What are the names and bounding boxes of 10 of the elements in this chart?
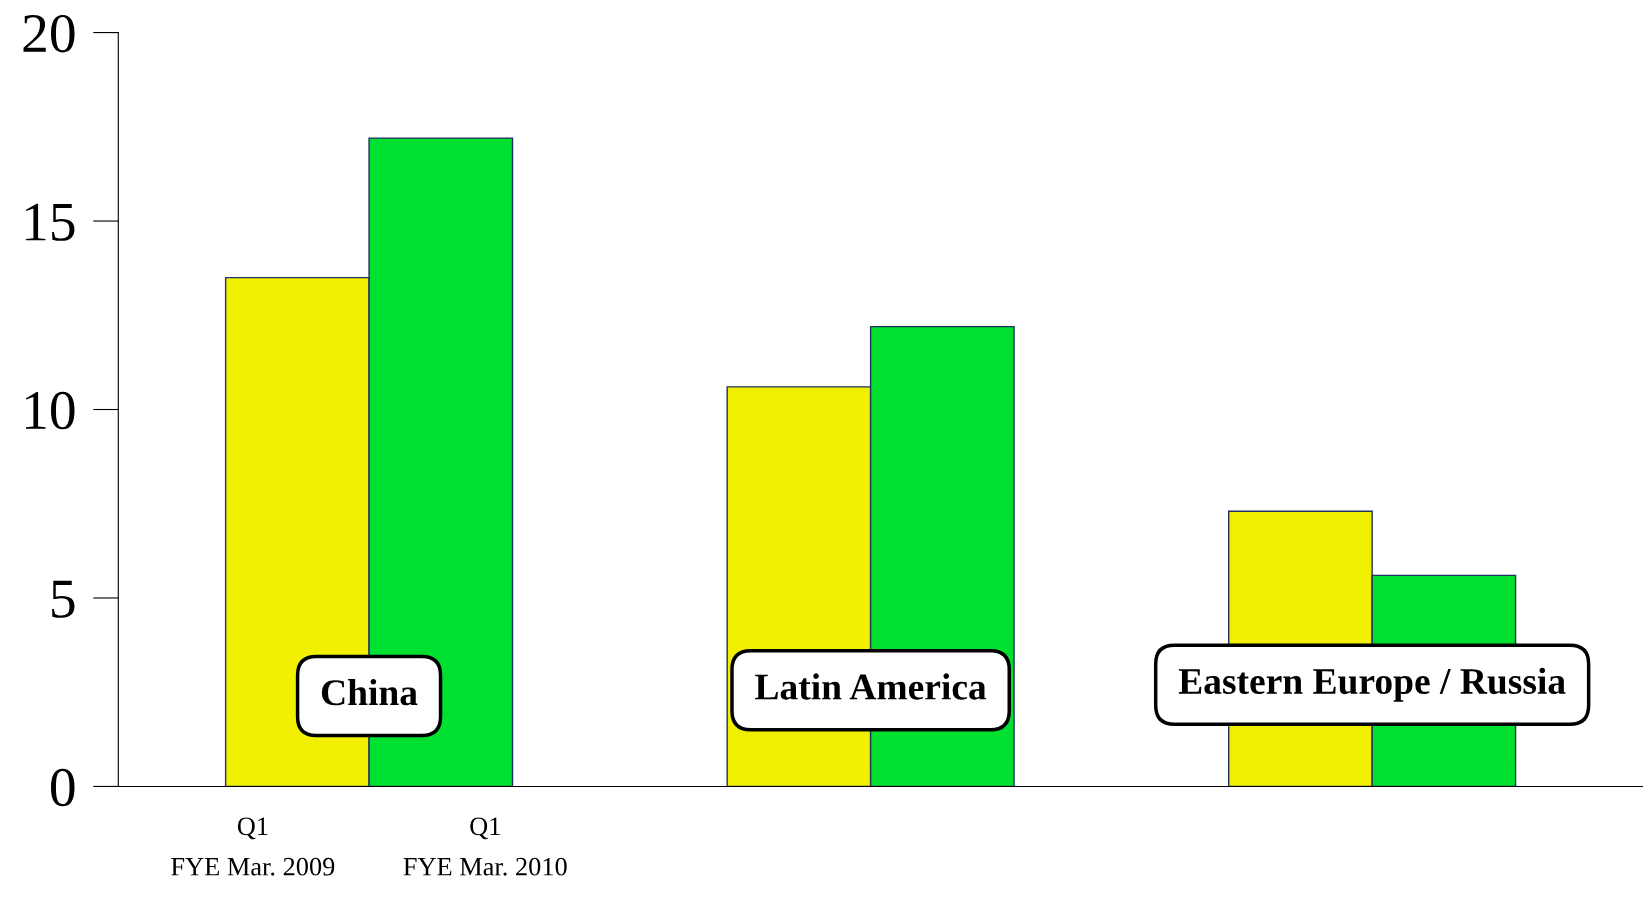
y-tick-label: 5 — [52, 580, 75, 618]
series-label: Q1 FYE Mar. 2010 — [403, 817, 567, 876]
y-tick-label: 15 — [25, 203, 75, 241]
series-label: Q1 FYE Mar. 2009 — [171, 817, 335, 876]
x-tick-label: Eastern Europe / Russia — [1178, 667, 1566, 702]
x-tick-label: Latin America — [755, 673, 987, 700]
y-tick-label: 0 — [50, 768, 75, 807]
y-tick-label: 20 — [23, 14, 75, 53]
y-tick-label: 10 — [25, 391, 75, 430]
x-tick-label: China — [321, 678, 418, 706]
